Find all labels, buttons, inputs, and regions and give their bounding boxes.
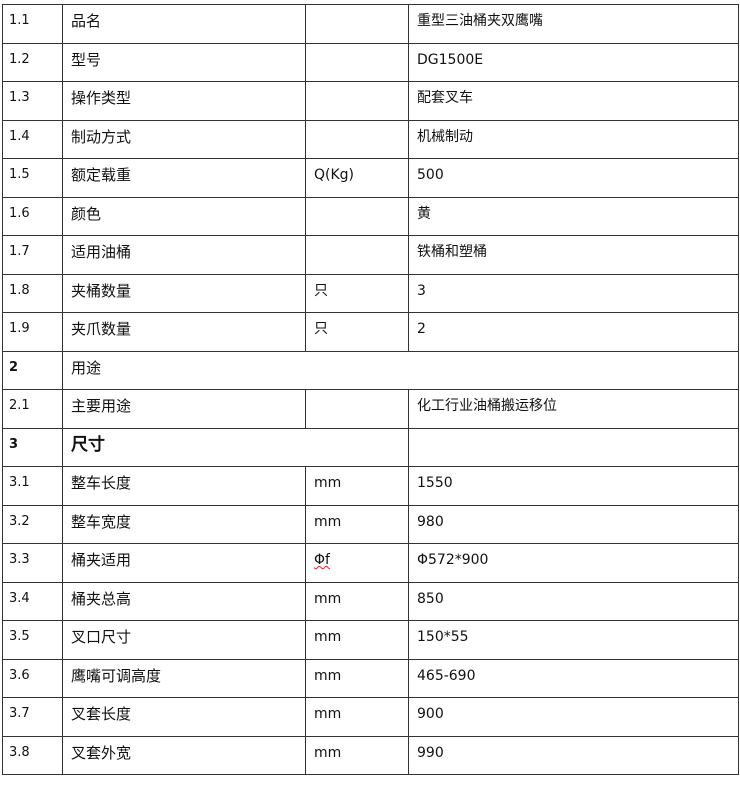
parameter-name: 叉套长度 [62,697,306,737]
section-title: 尺寸 [62,427,409,467]
table-row: 1.4 制动方式 机械制动 [2,119,739,159]
unit-cell: mm [305,658,409,698]
row-number: 3 [2,427,63,467]
unit-cell [305,196,409,236]
value-cell: 2 [408,312,739,352]
value-cell [408,427,739,467]
unit-cell [305,389,409,429]
row-number: 3.3 [2,543,63,583]
unit-cell: mm [305,466,409,506]
value-cell: 重型三油桶夹双鹰嘴 [408,4,739,44]
parameter-name: 制动方式 [62,119,306,159]
table-row: 3.6 鹰嘴可调高度 mm 465-690 [2,658,739,698]
table-row: 3.4 桶夹总高 mm 850 [2,581,739,621]
value-cell: 黄 [408,196,739,236]
row-number: 3.7 [2,697,63,737]
unit-cell: 只 [305,312,409,352]
table-row: 1.3 操作类型 配套叉车 [2,81,739,121]
unit-cell: mm [305,504,409,544]
row-number: 3.1 [2,466,63,506]
row-number: 3.6 [2,658,63,698]
value-cell: 150*55 [408,620,739,660]
unit-cell [305,81,409,121]
unit-cell [305,119,409,159]
value-cell: 465-690 [408,658,739,698]
row-number: 1.5 [2,158,63,198]
parameter-name: 鹰嘴可调高度 [62,658,306,698]
row-number: 1.8 [2,273,63,313]
row-number: 3.8 [2,735,63,775]
table-row: 3.5 叉口尺寸 mm 150*55 [2,620,739,660]
row-number: 3.4 [2,581,63,621]
row-number: 1.4 [2,119,63,159]
value-cell: 机械制动 [408,119,739,159]
parameter-name: 桶夹总高 [62,581,306,621]
parameter-name: 叉套外宽 [62,735,306,775]
parameter-name: 夹爪数量 [62,312,306,352]
table-row: 1.1 品名 重型三油桶夹双鹰嘴 [2,4,739,44]
parameter-name: 品名 [62,4,306,44]
value-cell: 配套叉车 [408,81,739,121]
value-cell: 990 [408,735,739,775]
table-row: 3.1 整车长度 mm 1550 [2,466,739,506]
row-number: 1.9 [2,312,63,352]
parameter-name: 整车宽度 [62,504,306,544]
table-row: 1.5 额定载重 Q(Kg) 500 [2,158,739,198]
parameter-name: 适用油桶 [62,235,306,275]
value-cell: 化工行业油桶搬运移位 [408,389,739,429]
value-cell: 铁桶和塑桶 [408,235,739,275]
section-title: 用途 [62,350,739,390]
row-number: 1.3 [2,81,63,121]
parameter-name: 额定载重 [62,158,306,198]
parameter-name: 主要用途 [62,389,306,429]
table-row: 3.3 桶夹适用 Φf Φ572*900 [2,543,739,583]
row-number: 1.6 [2,196,63,236]
table-row: 1.7 适用油桶 铁桶和塑桶 [2,235,739,275]
table-row: 3 尺寸 [2,427,739,467]
parameter-name: 操作类型 [62,81,306,121]
parameter-name: 颜色 [62,196,306,236]
parameter-name: 整车长度 [62,466,306,506]
parameter-name: 夹桶数量 [62,273,306,313]
value-cell: 980 [408,504,739,544]
value-cell: 850 [408,581,739,621]
table-row: 3.8 叉套外宽 mm 990 [2,735,739,775]
table-row: 2.1 主要用途 化工行业油桶搬运移位 [2,389,739,429]
table-row: 1.2 型号 DG1500E [2,42,739,82]
unit-cell: mm [305,735,409,775]
value-cell: 1550 [408,466,739,506]
unit-cell: Φf [305,543,409,583]
unit-cell: mm [305,697,409,737]
unit-cell [305,42,409,82]
row-number: 1.1 [2,4,63,44]
parameter-name: 叉口尺寸 [62,620,306,660]
table-row: 2 用途 [2,350,739,390]
parameter-name: 型号 [62,42,306,82]
table-row: 1.9 夹爪数量只 2 [2,312,739,352]
unit-cell: mm [305,581,409,621]
unit-cell [305,4,409,44]
parameter-name: 桶夹适用 [62,543,306,583]
unit-cell: Q(Kg) [305,158,409,198]
value-cell: 500 [408,158,739,198]
row-number: 1.7 [2,235,63,275]
value-cell: DG1500E [408,42,739,82]
unit-cell: mm [305,620,409,660]
row-number: 3.5 [2,620,63,660]
row-number: 1.2 [2,42,63,82]
row-number: 2 [2,350,63,390]
unit-cell: 只 [305,273,409,313]
table-row: 3.2 整车宽度 mm 980 [2,504,739,544]
row-number: 2.1 [2,389,63,429]
unit-cell [305,235,409,275]
value-cell: Φ572*900 [408,543,739,583]
table-row: 3.7 叉套长度 mm 900 [2,697,739,737]
value-cell: 3 [408,273,739,313]
row-number: 3.2 [2,504,63,544]
table-row: 1.8 夹桶数量只 3 [2,273,739,313]
value-cell: 900 [408,697,739,737]
table-row: 1.6 颜色 黄 [2,196,739,236]
spec-table: 1.1 品名 重型三油桶夹双鹰嘴 1.2 型号 DG1500E 1.3 操作类型 配套叉车 1.4… [2,4,739,775]
